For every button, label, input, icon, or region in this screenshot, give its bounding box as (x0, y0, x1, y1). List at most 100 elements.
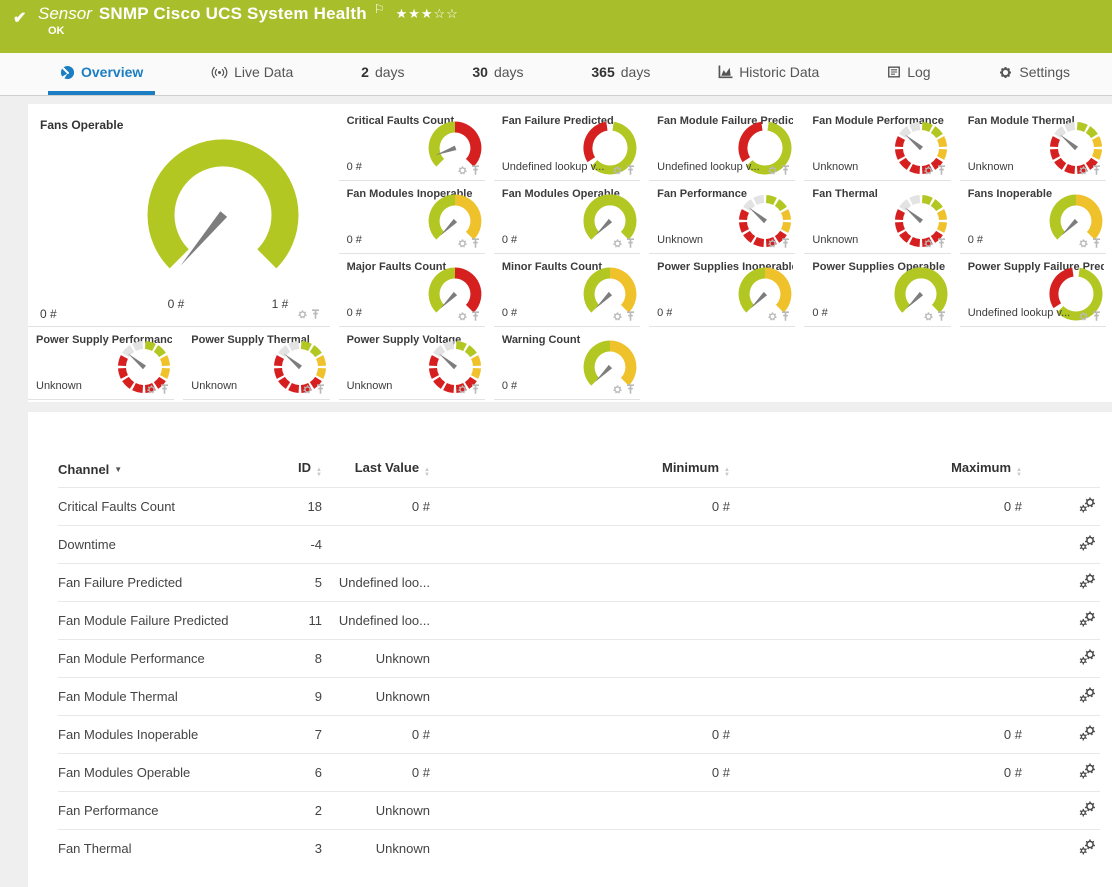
channel-settings-icon[interactable] (1079, 839, 1096, 858)
pin-icon[interactable] (471, 384, 480, 395)
channel-name: Critical Faults Count (58, 488, 258, 526)
pin-icon[interactable] (471, 165, 480, 176)
pin-icon[interactable] (471, 311, 480, 322)
tile-value: Unknown (36, 380, 82, 392)
channel-minimum (430, 602, 730, 640)
channel-id: 9 (258, 678, 322, 716)
gauge-settings-gear-icon[interactable] (612, 311, 623, 322)
channel-settings-icon[interactable] (1079, 497, 1096, 516)
column-header-id[interactable]: ID▲▼ (258, 452, 322, 488)
gauge-settings-gear-icon[interactable] (612, 238, 623, 249)
gauge-settings-gear-icon[interactable] (923, 165, 934, 176)
channel-last-value: Unknown (322, 678, 430, 716)
channel-id: 2 (258, 792, 322, 830)
gauge-settings-gear-icon[interactable] (1078, 165, 1089, 176)
gauge-settings-gear-icon[interactable] (923, 311, 934, 322)
pin-icon[interactable] (937, 238, 946, 249)
channels-table: Channel▼ID▲▼Last Value▲▼Minimum▲▼Maximum… (58, 452, 1100, 867)
gauge-settings-gear-icon[interactable] (767, 165, 778, 176)
tile-value: 0 # (812, 307, 827, 319)
channel-settings-icon[interactable] (1079, 687, 1096, 706)
gauge-settings-gear-icon[interactable] (767, 238, 778, 249)
tab-historic-data[interactable]: Historic Data (706, 53, 831, 95)
pin-icon[interactable] (781, 311, 790, 322)
column-header-maximum[interactable]: Maximum▲▼ (730, 452, 1022, 488)
tile-value: Unknown (812, 161, 858, 173)
channel-maximum: 0 # (730, 716, 1022, 754)
pin-icon[interactable] (1092, 165, 1101, 176)
gauge-settings-gear-icon[interactable] (457, 311, 468, 322)
column-header-last-value[interactable]: Last Value▲▼ (322, 452, 430, 488)
gauge-settings-gear-icon[interactable] (457, 384, 468, 395)
channel-maximum (730, 830, 1022, 868)
tile-value: 0 # (347, 161, 362, 173)
channel-minimum (430, 830, 730, 868)
pin-icon[interactable] (937, 311, 946, 322)
channel-settings-icon[interactable] (1079, 725, 1096, 744)
channel-settings-icon[interactable] (1079, 611, 1096, 630)
pin-icon[interactable] (316, 384, 325, 395)
pin-icon[interactable] (471, 238, 480, 249)
pin-icon[interactable] (781, 238, 790, 249)
tile-value: 0 # (502, 380, 517, 392)
channel-last-value: Undefined loo... (322, 564, 430, 602)
channel-minimum: 0 # (430, 488, 730, 526)
pin-icon[interactable] (160, 384, 169, 395)
channel-last-value: Unknown (322, 640, 430, 678)
star-rating[interactable]: ★★★☆☆ (396, 6, 459, 22)
pin-icon[interactable] (311, 309, 320, 320)
tab-label: Overview (81, 64, 143, 80)
column-header-channel[interactable]: Channel▼ (58, 452, 258, 488)
tab-overview[interactable]: Overview (48, 53, 155, 95)
channel-settings-icon[interactable] (1079, 763, 1096, 782)
channel-maximum (730, 526, 1022, 564)
pin-icon[interactable] (1092, 311, 1101, 322)
gauge-settings-gear-icon[interactable] (297, 309, 308, 320)
tile-value: 0 # (968, 234, 983, 246)
gauge-min-label: 0 # (154, 297, 198, 311)
channel-settings-icon[interactable] (1079, 535, 1096, 554)
priority-flag-icon[interactable]: ⚐ (374, 2, 385, 16)
gauge-settings-gear-icon[interactable] (302, 384, 313, 395)
tile-value: Unknown (657, 234, 703, 246)
channel-settings-icon[interactable] (1079, 801, 1096, 820)
tab-label: days (494, 64, 524, 80)
channel-name: Fan Modules Operable (58, 754, 258, 792)
channel-id: -4 (258, 526, 322, 564)
pin-icon[interactable] (937, 165, 946, 176)
pin-icon[interactable] (626, 165, 635, 176)
pin-icon[interactable] (626, 384, 635, 395)
channel-settings-icon[interactable] (1079, 573, 1096, 592)
gauge-settings-gear-icon[interactable] (1078, 238, 1089, 249)
tab-label: Live Data (234, 64, 293, 80)
gauge-settings-gear-icon[interactable] (457, 238, 468, 249)
channel-maximum (730, 564, 1022, 602)
gauge-settings-gear-icon[interactable] (1078, 311, 1089, 322)
pin-icon[interactable] (626, 238, 635, 249)
gauge-settings-gear-icon[interactable] (612, 384, 623, 395)
gauge-settings-gear-icon[interactable] (767, 311, 778, 322)
gauge-settings-gear-icon[interactable] (612, 165, 623, 176)
gauge-settings-gear-icon[interactable] (457, 165, 468, 176)
pin-icon[interactable] (781, 165, 790, 176)
gauge-settings-gear-icon[interactable] (146, 384, 157, 395)
tab-log[interactable]: Log (875, 53, 942, 95)
tab-settings[interactable]: Settings (986, 53, 1082, 95)
pin-icon[interactable] (626, 311, 635, 322)
gauge-settings-gear-icon[interactable] (923, 238, 934, 249)
fans-operable-tile: Fans Operable 0 # 1 # 0 # (28, 108, 330, 327)
column-header-minimum[interactable]: Minimum▲▼ (430, 452, 730, 488)
tab-live-data[interactable]: Live Data (199, 53, 305, 95)
channel-settings-icon[interactable] (1079, 649, 1096, 668)
tile-value: Unknown (812, 234, 858, 246)
pin-icon[interactable] (1092, 238, 1101, 249)
main-gauge-title: Fans Operable (40, 118, 123, 132)
